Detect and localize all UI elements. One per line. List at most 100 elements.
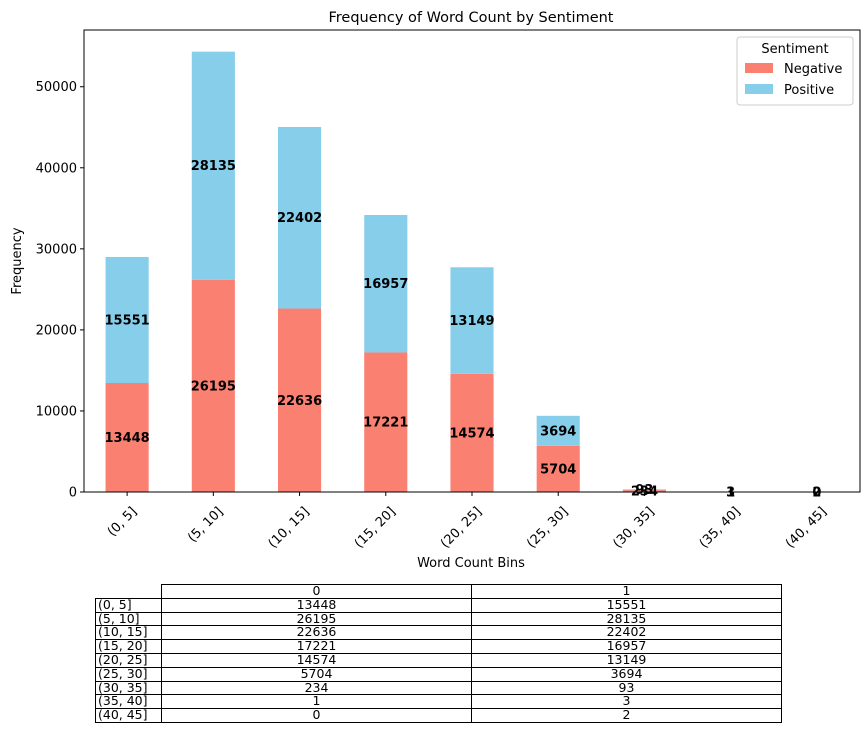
table-cell: 16957 xyxy=(471,639,782,654)
table-cell: 13149 xyxy=(471,652,782,668)
data-label: 234 xyxy=(631,485,658,500)
table-column-header: 0 xyxy=(161,584,472,599)
data-label: 3694 xyxy=(540,424,576,439)
table-cell: 15551 xyxy=(471,597,782,613)
y-axis-label: Frequency xyxy=(10,227,25,294)
data-label: 93 xyxy=(635,483,653,498)
table-cell: 2 xyxy=(471,708,782,723)
bars-layer xyxy=(105,51,839,492)
data-label: 17221 xyxy=(363,416,408,431)
table-cell: 0 xyxy=(161,708,472,723)
table-row-label: (5, 10] xyxy=(95,611,162,627)
table-cell: 3 xyxy=(471,694,782,710)
data-label: 22402 xyxy=(277,211,322,226)
table-row: (5, 10] 26195 28135 xyxy=(95,611,782,627)
chart-title: Frequency of Word Count by Sentiment xyxy=(329,10,614,26)
table-row: (20, 25] 14574 13149 xyxy=(95,652,782,668)
y-tick-label: 30000 xyxy=(36,242,77,257)
table-cell: 26195 xyxy=(161,611,472,627)
x-axis: (0, 5] (5, 10] (10, 15] (15, 20] (20, 25] (25… xyxy=(105,492,830,551)
y-tick-label: 20000 xyxy=(36,323,77,338)
data-label: 22636 xyxy=(277,394,322,409)
legend-title: Sentiment xyxy=(761,42,828,57)
legend-swatch-positive xyxy=(745,84,773,94)
table-cell: 5704 xyxy=(161,666,472,682)
table-row: (15, 20] 17221 16957 xyxy=(95,639,782,654)
table-row: (0, 5] 13448 15551 xyxy=(95,597,782,613)
y-tick-label: 0 xyxy=(69,486,77,501)
table-cell: 17221 xyxy=(161,639,472,654)
data-labels-layer: 13448 15551 26195 28135 22636 22402 17221 16957… xyxy=(104,159,821,500)
x-tick-label: (5, 10] xyxy=(185,504,226,545)
x-tick-label: (25, 30] xyxy=(524,504,571,551)
stacked-bar-chart: Frequency of Word Count by Sentiment 010… xyxy=(10,10,861,571)
table-cell: 234 xyxy=(161,680,472,696)
table-row-label: (0, 5] xyxy=(95,597,162,613)
y-tick-label: 50000 xyxy=(36,80,77,95)
legend-label-positive: Positive xyxy=(784,83,834,98)
bar-negative xyxy=(105,383,149,492)
table-row-label: (20, 25] xyxy=(95,652,162,668)
table-cell: 28135 xyxy=(471,611,782,627)
table-cell: 3694 xyxy=(471,666,782,682)
bar-negative xyxy=(622,490,666,492)
data-label: 5704 xyxy=(540,462,576,477)
data-label: 26195 xyxy=(191,379,236,394)
table-row-label: (15, 20] xyxy=(95,639,162,654)
table-cell: 1 xyxy=(161,694,472,710)
data-label: 2 xyxy=(812,485,821,500)
data-label: 15551 xyxy=(104,313,149,328)
data-label: 13149 xyxy=(449,314,494,329)
bar-negative xyxy=(191,279,235,492)
legend-swatch-negative xyxy=(745,63,773,73)
data-label: 14574 xyxy=(449,426,494,441)
data-label: 28135 xyxy=(191,159,236,174)
x-axis-label: Word Count Bins xyxy=(417,556,525,571)
y-axis: 0 10000 20000 30000 40000 50000 xyxy=(36,80,84,501)
data-label: 1 xyxy=(726,485,735,500)
bar-negative xyxy=(278,308,322,492)
data-label: 3 xyxy=(726,485,735,500)
bar-positive xyxy=(105,256,149,384)
data-label: 0 xyxy=(812,486,821,501)
bar-negative xyxy=(450,373,494,492)
x-tick-label: (15, 20] xyxy=(352,504,399,551)
table-row: (25, 30] 5704 3694 xyxy=(95,666,782,682)
table-row-label: (40, 45] xyxy=(95,708,162,723)
bar-positive xyxy=(450,267,494,374)
table-row-label: (35, 40] xyxy=(95,694,162,710)
table-row: (40, 45] 0 2 xyxy=(95,708,782,723)
x-tick-label: (20, 25] xyxy=(438,504,485,551)
table-cell: 14574 xyxy=(161,652,472,668)
table-row: (35, 40] 1 3 xyxy=(95,694,782,710)
bar-positive xyxy=(278,126,322,309)
table-cell: 93 xyxy=(471,680,782,696)
bar-positive xyxy=(536,415,580,446)
x-tick-label: (10, 15] xyxy=(266,504,313,551)
y-tick-label: 40000 xyxy=(36,161,77,176)
legend: Sentiment Negative Positive xyxy=(736,36,854,106)
x-tick-label: (0, 5] xyxy=(105,504,140,539)
table-cell: 22636 xyxy=(161,625,472,641)
data-table: 0 1 (0, 5] 13448 15551 (5, 10] 26195 28135 (10, … xyxy=(95,584,782,723)
table-row-label: (25, 30] xyxy=(95,666,162,682)
table-cell: 22402 xyxy=(471,625,782,641)
bar-negative xyxy=(536,445,580,492)
table-row: (30, 35] 234 93 xyxy=(95,680,782,696)
data-label: 13448 xyxy=(104,431,149,446)
y-tick-label: 10000 xyxy=(36,404,77,419)
bar-negative xyxy=(364,352,408,492)
table-row-label: (10, 15] xyxy=(95,625,162,641)
x-tick-label: (40, 45] xyxy=(783,504,830,551)
table-column-header: 1 xyxy=(471,584,782,599)
x-tick-label: (35, 40] xyxy=(697,504,744,551)
table-corner xyxy=(95,584,162,599)
table-cell: 13448 xyxy=(161,597,472,613)
table-row: (10, 15] 22636 22402 xyxy=(95,625,782,641)
table-row-label: (30, 35] xyxy=(95,680,162,696)
legend-label-negative: Negative xyxy=(784,62,842,77)
x-tick-label: (30, 35] xyxy=(610,504,657,551)
data-label: 16957 xyxy=(363,277,408,292)
bar-positive xyxy=(191,51,235,280)
